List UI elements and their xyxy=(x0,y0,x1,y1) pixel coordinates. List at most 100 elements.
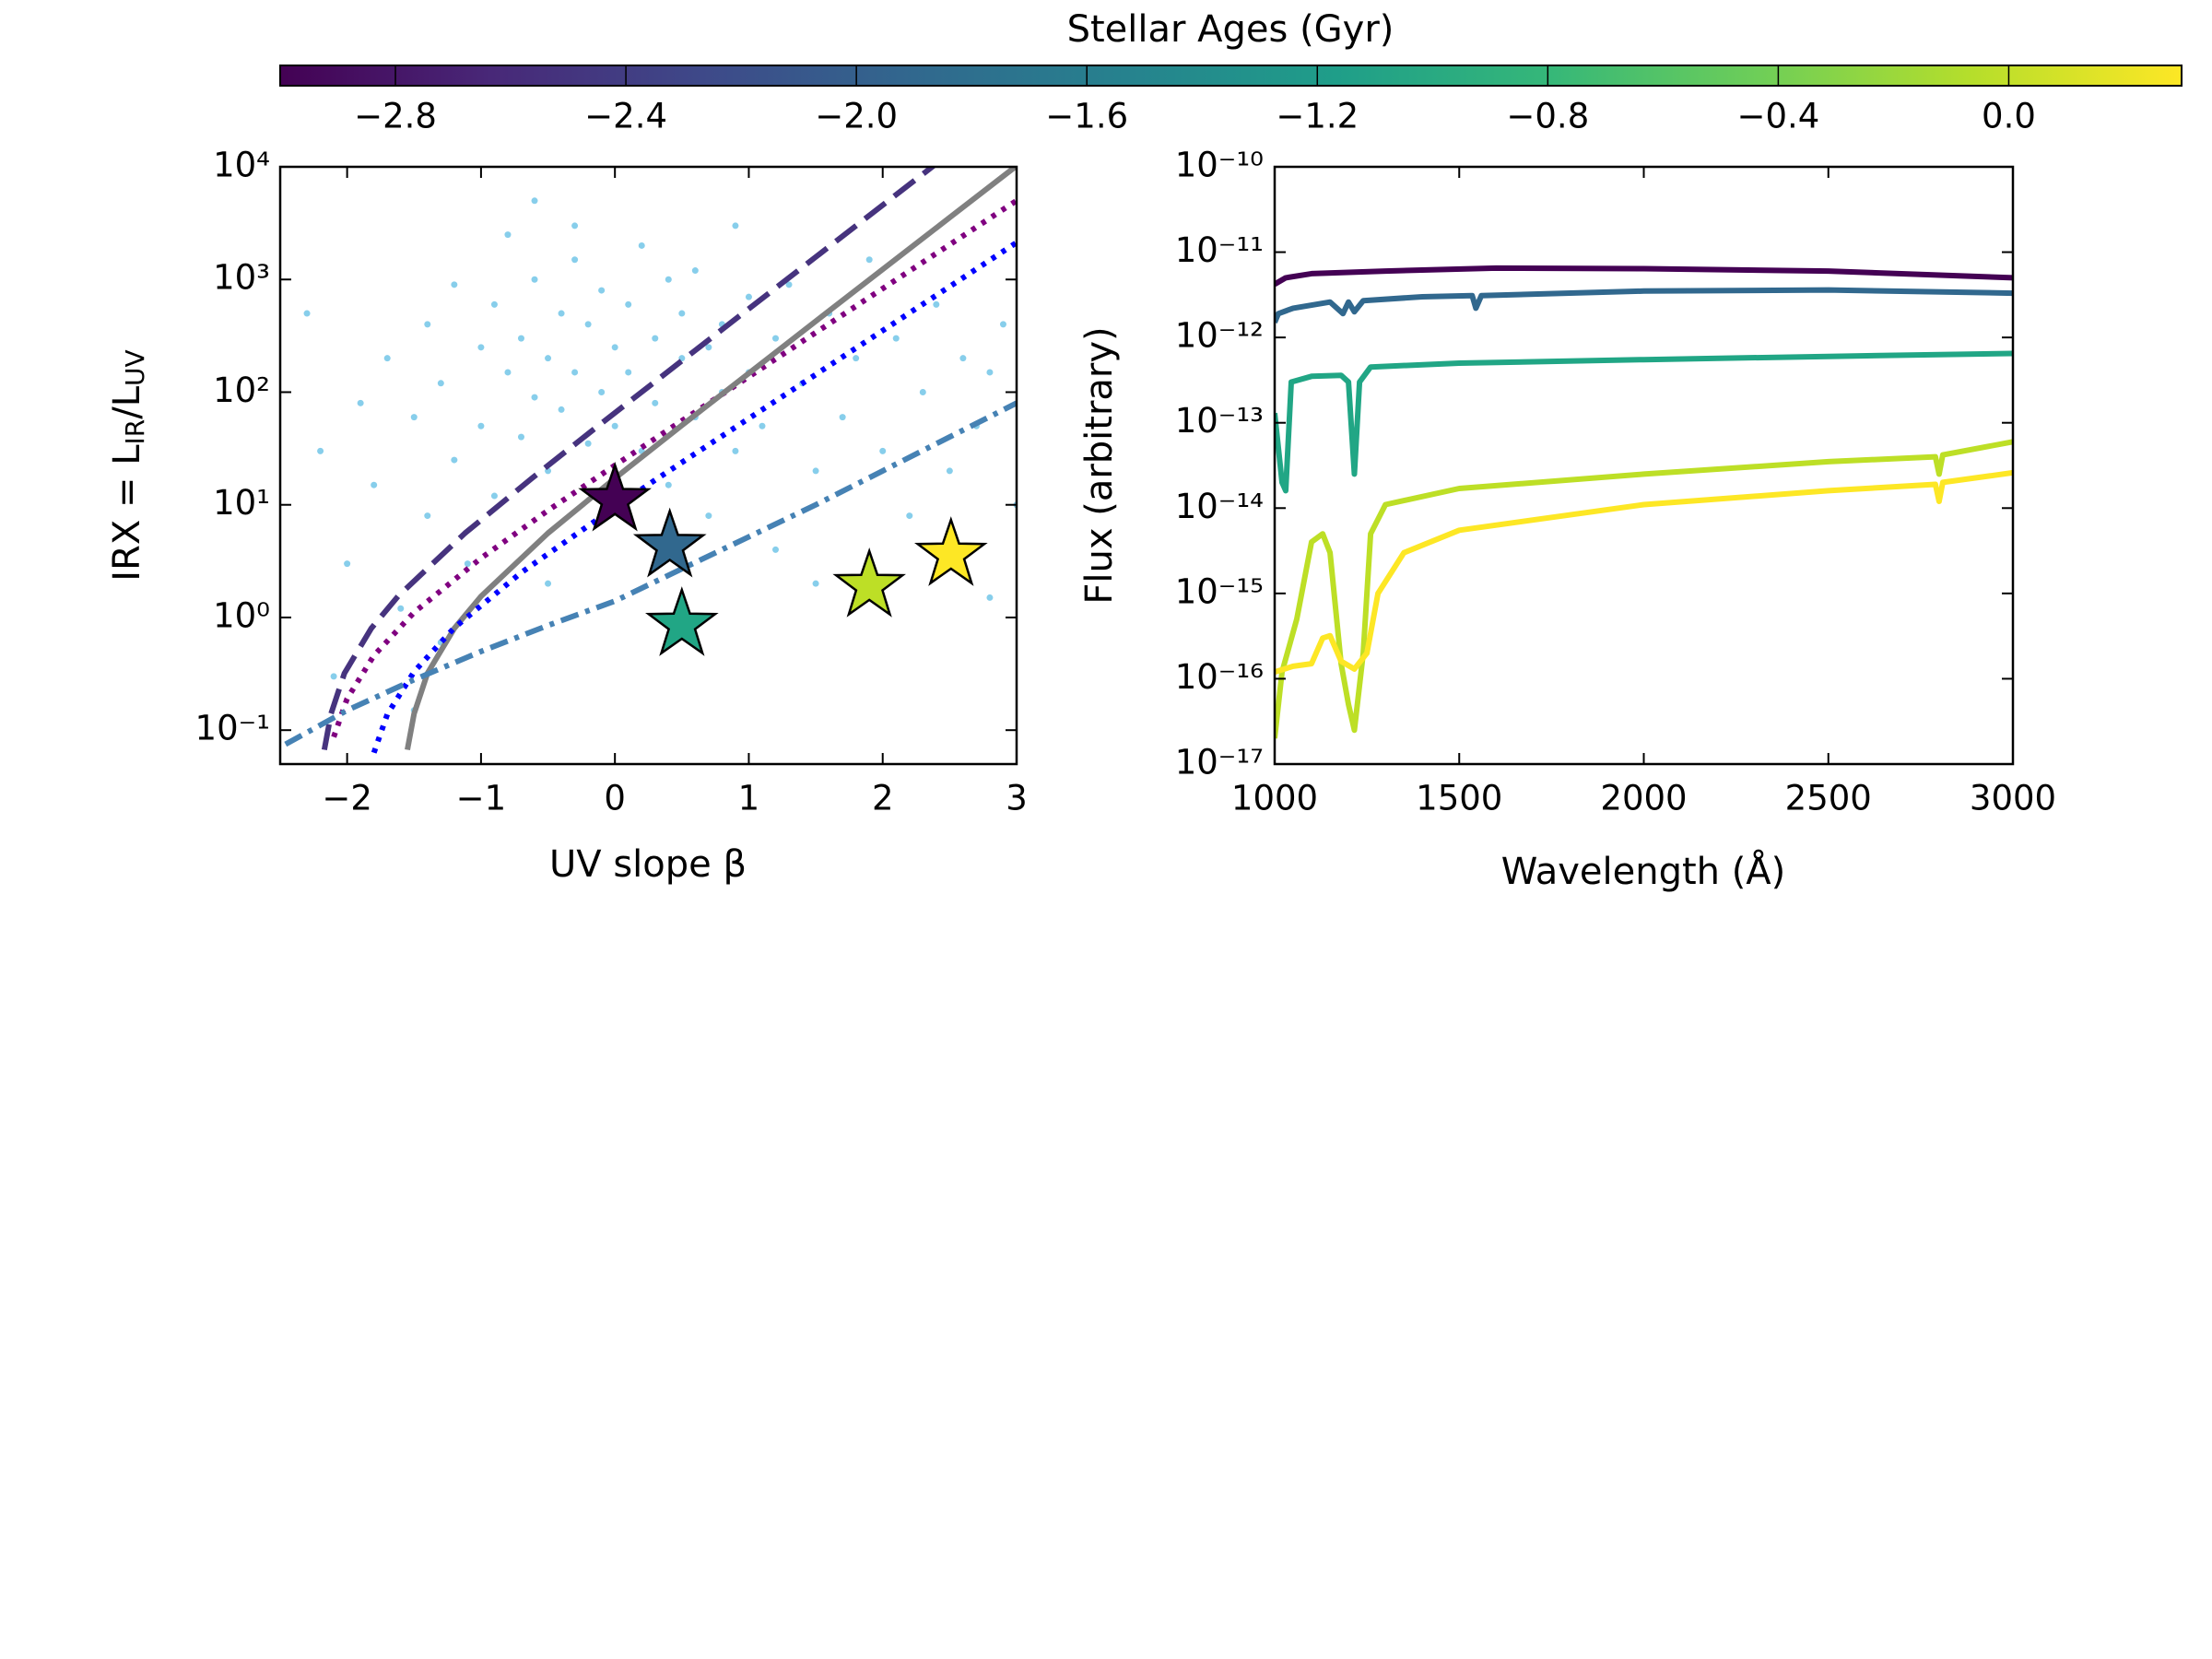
scatter-point xyxy=(879,447,887,454)
scatter-point xyxy=(691,267,699,275)
y-tick-label: 10⁻¹⁵ xyxy=(1175,571,1264,611)
scatter-point xyxy=(330,673,337,680)
scatter-point xyxy=(424,512,431,520)
scatter-point xyxy=(558,310,565,317)
scatter-point xyxy=(504,231,512,239)
scatter-point xyxy=(732,447,739,454)
scatter-point xyxy=(571,369,579,376)
y-tick-label: 10⁻¹¹ xyxy=(1175,230,1264,270)
y-axis-label: Flux (arbitrary) xyxy=(1078,326,1121,604)
scatter-point xyxy=(745,293,752,300)
y-tick-label: 10¹ xyxy=(213,483,270,523)
y-label-part: IRX = L xyxy=(106,444,148,582)
x-tick-label: −2 xyxy=(322,779,372,818)
y-label-part: IR xyxy=(120,419,150,445)
scatter-point xyxy=(611,344,618,351)
x-tick-label: 3000 xyxy=(1970,779,2056,818)
colorbar-tick-label: −0.4 xyxy=(1736,97,1819,136)
star-marker xyxy=(914,516,988,586)
star-marker xyxy=(578,461,652,532)
scatter-point xyxy=(853,355,860,362)
scatter-point xyxy=(437,380,444,387)
x-tick-label: 0 xyxy=(604,779,626,818)
scatter-point xyxy=(477,422,485,429)
scatter-point xyxy=(490,300,498,308)
y-tick-label: 10⁻¹² xyxy=(1175,316,1264,356)
scatter-point xyxy=(598,388,606,395)
y-tick-label: 10⁻¹⁶ xyxy=(1175,657,1264,697)
scatter-point xyxy=(598,287,606,294)
scatter-point xyxy=(906,512,913,520)
scatter-point xyxy=(652,335,659,342)
scatter-point xyxy=(865,256,873,264)
y-label-part: /L xyxy=(106,385,148,418)
scatter-point xyxy=(625,300,632,308)
scatter-point xyxy=(303,310,311,317)
y-tick-label: 10⁻¹³ xyxy=(1175,401,1264,441)
scatter-point xyxy=(584,321,592,328)
scatter-point xyxy=(999,321,1006,328)
scatter-point xyxy=(772,335,780,342)
line xyxy=(1275,439,2013,739)
scatter-point xyxy=(584,440,592,447)
y-tick-label: 10⁻¹⁰ xyxy=(1175,146,1264,185)
scatter-point xyxy=(383,355,391,362)
axes-frame xyxy=(1273,165,2015,766)
scatter-point xyxy=(839,414,846,421)
scatter-point xyxy=(531,197,538,205)
scatter-point xyxy=(477,344,485,351)
x-axis-label: Wavelength (Å) xyxy=(1501,849,1786,893)
y-label-part: UV xyxy=(120,349,150,386)
scatter-point xyxy=(986,594,994,601)
scatter-point xyxy=(531,394,538,401)
line xyxy=(321,167,935,751)
scatter-point xyxy=(451,456,458,464)
star-marker xyxy=(645,586,719,656)
colorbar-tick-label: −1.2 xyxy=(1276,97,1359,136)
scatter-point xyxy=(317,447,324,454)
scatter-point xyxy=(959,355,967,362)
line xyxy=(1275,350,2013,494)
scatter-point xyxy=(652,399,659,406)
axes-frame xyxy=(278,165,1018,766)
star-marker xyxy=(832,547,906,618)
scatter-point xyxy=(517,433,524,441)
y-axis-label: IRX = LIR/LUV xyxy=(106,349,150,581)
scatter-point xyxy=(571,222,579,229)
x-axis-label: UV slope β xyxy=(549,843,747,886)
y-tick-label: 10⁻¹ xyxy=(195,709,270,748)
scatter-point xyxy=(410,414,418,421)
scatter-point xyxy=(759,422,766,429)
colorbar-label: Stellar Ages (Gyr) xyxy=(1067,8,1394,51)
scatter-point xyxy=(638,241,645,249)
y-tick-label: 10⁴ xyxy=(213,146,270,185)
y-tick-label: 10² xyxy=(213,371,270,410)
colorbar-tick-label: −2.8 xyxy=(354,97,437,136)
scatter-point xyxy=(504,369,512,376)
colorbar-tick-label: −0.8 xyxy=(1506,97,1589,136)
colorbar xyxy=(279,65,2183,87)
scatter-point xyxy=(357,399,364,406)
x-tick-label: 3 xyxy=(1006,779,1028,818)
scatter-point xyxy=(490,492,498,500)
scatter-point xyxy=(558,406,565,413)
scatter-point xyxy=(665,276,672,283)
x-tick-label: −1 xyxy=(456,779,507,818)
line xyxy=(1275,265,2013,287)
scatter-point xyxy=(732,222,739,229)
scatter-point xyxy=(705,344,712,351)
scatter-point xyxy=(986,369,994,376)
colorbar-tick-label: −2.4 xyxy=(584,97,667,136)
line xyxy=(371,240,1017,754)
x-tick-label: 2000 xyxy=(1600,779,1687,818)
scatter-point xyxy=(371,481,378,488)
scatter-point xyxy=(933,300,940,308)
scatter-point xyxy=(344,560,351,568)
y-tick-label: 10³ xyxy=(213,258,270,298)
scatter-point xyxy=(665,481,672,488)
plot-area xyxy=(284,167,1017,754)
plot-area xyxy=(1275,265,2013,739)
line xyxy=(284,400,1017,747)
y-tick-label: 10⁻¹⁷ xyxy=(1175,743,1264,782)
